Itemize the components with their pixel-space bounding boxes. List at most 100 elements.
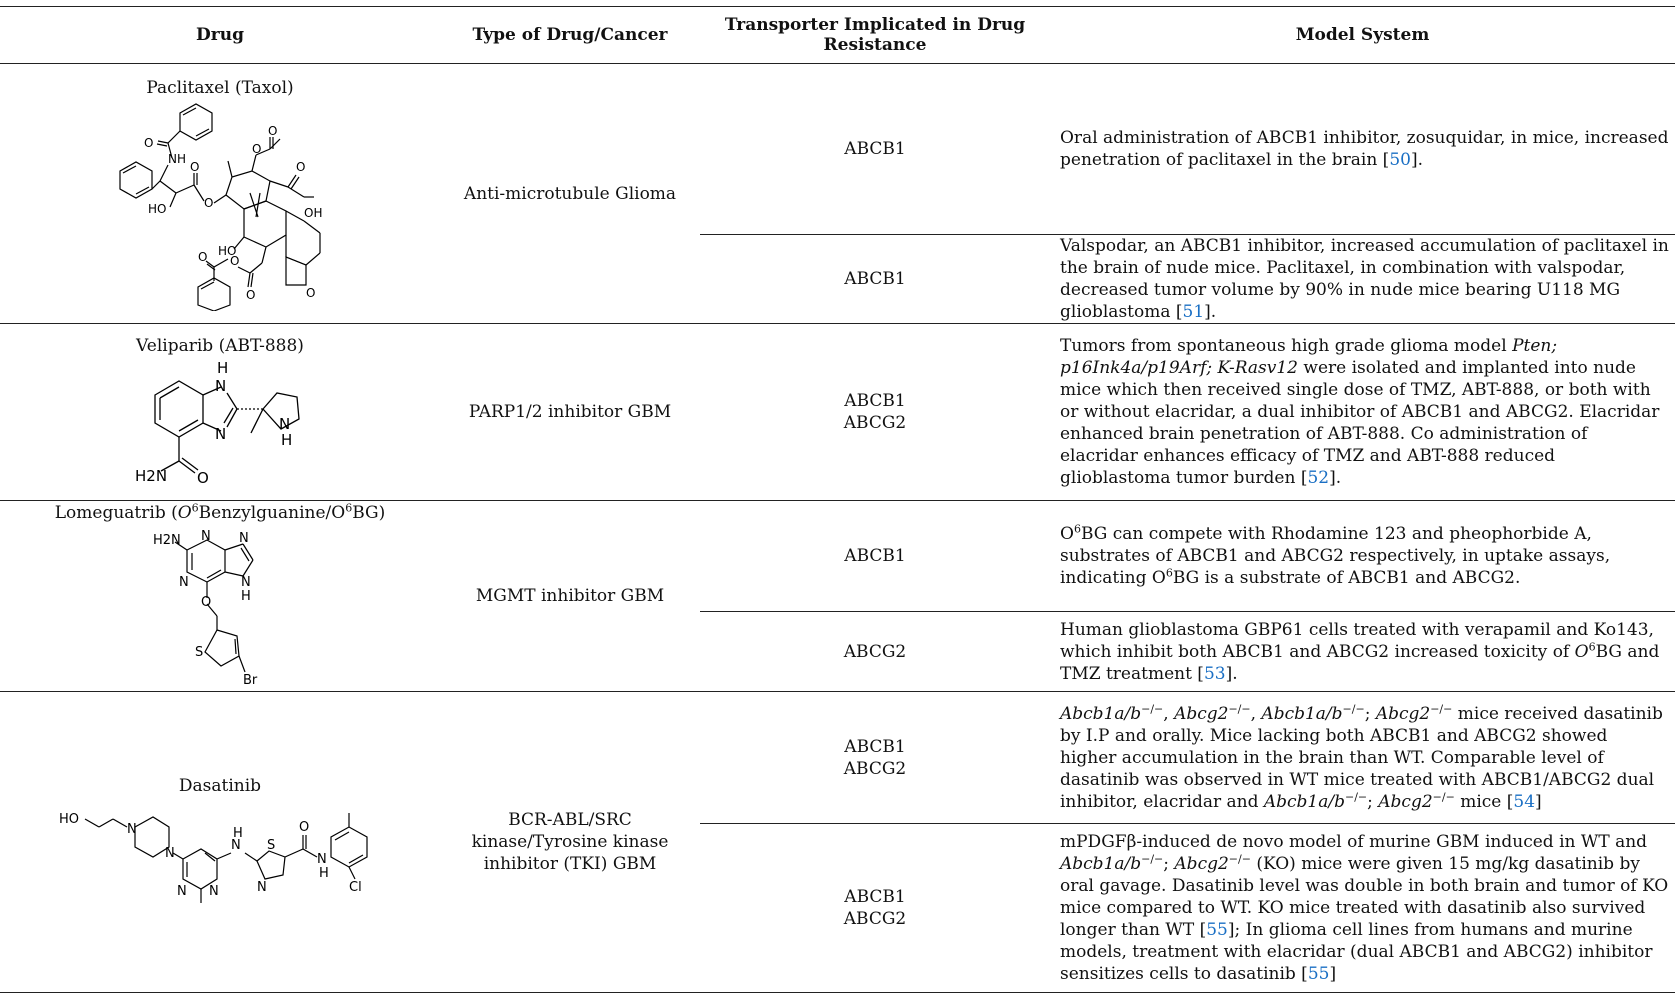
citation-link-50[interactable]: 50 [1389, 150, 1411, 170]
transporter-abcg2: ABCG2 [843, 758, 907, 779]
atom-ho-2: HO [218, 244, 236, 258]
atom-o-9: O [198, 250, 207, 264]
model-text: ; [1367, 791, 1379, 812]
gene-sup: −/− [1228, 701, 1251, 715]
atom-o: O [201, 595, 211, 610]
atom-oh: OH [304, 206, 322, 220]
atom-n: N [127, 822, 137, 837]
gene-sup: −/− [1344, 789, 1368, 803]
transporter-cell-dasatinib-1: ABCB1 ABCG2 [700, 691, 1050, 824]
atom-o-7: O [230, 254, 239, 268]
atom-n-3: N [279, 415, 290, 433]
drug-name-part: BG) [352, 502, 386, 523]
atom-n: N [201, 529, 211, 544]
model-cell-lomeguatrib-1: O6BG can compete with Rhodamine 123 and … [1050, 500, 1675, 612]
atom-n-4: N [241, 575, 251, 590]
model-text: BG can compete with Rhodamine 123 and ph… [1060, 524, 1611, 588]
drug-name-part: Benzylguanine/O [198, 502, 346, 523]
type-cell-veliparib: PARP1/2 inhibitor GBM [440, 323, 700, 501]
model-text: ; [1163, 854, 1175, 874]
model-cell-dasatinib-1: Abcb1a/b−/−, Abcg2−/−, Abcb1a/b−/−; Abcg… [1050, 691, 1675, 824]
transporter-cell-lomeguatrib-2: ABCG2 [700, 611, 1050, 692]
model-text-italic: Pten; p16Ink4a/p19Arf; K-Rasv12 [1060, 336, 1558, 378]
model-text-end: ]. [1410, 150, 1423, 170]
citation-link-55-b[interactable]: 55 [1307, 964, 1330, 984]
transporter-cell-veliparib: ABCB1 ABCG2 [700, 323, 1050, 501]
drug-name-paclitaxel: Paclitaxel (Taxol) [146, 77, 294, 98]
type-cell-paclitaxel: Anti-microtubule Glioma [440, 63, 700, 324]
transporter-abcb1: ABCB1 [844, 391, 906, 411]
atom-n-4: N [209, 884, 219, 899]
drug-cell-lomeguatrib: Lomeguatrib (O6Benzylguanine/O6BG) [0, 500, 440, 692]
model-text: mice received dasatinib by I.P and orall… [1060, 703, 1663, 812]
atom-nh: H [281, 431, 292, 449]
drug-name-italic: O [177, 502, 192, 523]
model-text-end: ]. [1204, 302, 1217, 322]
citation-link-54[interactable]: 54 [1513, 791, 1536, 812]
atom-n-3: N [239, 531, 249, 546]
atom-o-6: O [296, 160, 305, 174]
drug-table: Drug Type of Drug/Cancer Transporter Imp… [0, 6, 1675, 993]
atom-o-5: O [268, 124, 277, 138]
citation-link-55[interactable]: 55 [1206, 920, 1228, 940]
atom-o: O [197, 469, 209, 487]
atom-o-8: O [246, 288, 255, 302]
model-text: Oral administration of ABCB1 inhibitor, … [1060, 128, 1669, 170]
citation-link-51[interactable]: 51 [1182, 302, 1205, 322]
table-row-dasatinib-2: ABCB1 ABCG2 mPDGFβ-induced de novo model… [0, 823, 1675, 993]
model-text-end: ] [1535, 791, 1542, 812]
gene-italic: Abcb1a/b [1060, 703, 1142, 724]
model-text: BG and TMZ treatment [ [1060, 641, 1660, 684]
atom-h2n: H2N [153, 533, 181, 548]
atom-ho: HO [59, 812, 79, 827]
model-text-end: ] [1329, 964, 1337, 984]
gene-sup: −/− [1430, 701, 1453, 715]
model-text: Tumors from spontaneous high grade gliom… [1060, 336, 1513, 356]
atom-o: O [144, 136, 153, 150]
transporter-cell-dasatinib-2: ABCB1 ABCG2 [700, 823, 1050, 993]
atom-n-3: N [177, 884, 187, 899]
model-cell-lomeguatrib-2: Human glioblastoma GBP61 cells treated w… [1050, 611, 1675, 692]
model-italic: O [1574, 641, 1589, 662]
model-text: ; [1364, 703, 1376, 724]
atom-o-3: O [204, 196, 213, 210]
model-text-mid: were isolated and implanted into nude mi… [1060, 358, 1660, 488]
citation-link-53[interactable]: 53 [1203, 663, 1226, 684]
type-cell-lomeguatrib: MGMT inhibitor GBM [440, 500, 700, 692]
model-text: , [1250, 703, 1262, 724]
header-type: Type of Drug/Cancer [440, 6, 700, 64]
atom-h: H [241, 589, 251, 604]
gene-italic: Abcg2 [1174, 854, 1229, 874]
model-text: Human glioblastoma GBP61 cells treated w… [1060, 619, 1654, 662]
veliparib-structure: H N N N H H2N O [135, 359, 300, 487]
table-row-lomeguatrib-2: ABCG2 Human glioblastoma GBP61 cells tre… [0, 611, 1675, 692]
type-line: BCR-ABL/SRC [508, 810, 632, 830]
atom-ho: HO [148, 202, 166, 216]
dasatinib-structure: HO N N N N N H S N O N H Cl [59, 812, 368, 903]
atom-br: Br [243, 673, 258, 688]
atom-n-2: N [215, 425, 226, 443]
header-transporter: Transporter Implicated in Drug Resistanc… [700, 6, 1050, 64]
atom-o-10: O [306, 286, 315, 300]
model-text-end: ]. [1225, 663, 1238, 684]
gene-sup: −/− [1141, 852, 1164, 866]
table-row-lomeguatrib-1: Lomeguatrib (O6Benzylguanine/O6BG) [0, 500, 1675, 692]
atom-n: N [215, 377, 226, 395]
citation-link-52[interactable]: 52 [1307, 468, 1330, 488]
model-text: ]; In glioma cell lines from humans and … [1060, 920, 1653, 984]
atom-n-2: N [165, 846, 175, 861]
atom-n-6: N [257, 880, 267, 895]
model-cell-paclitaxel-2: Valspodar, an ABCB1 inhibitor, increased… [1050, 234, 1675, 324]
transporter-abcg2: ABCG2 [843, 909, 907, 929]
atom-h: H [233, 826, 243, 841]
atom-n-7: N [317, 852, 327, 867]
drug-name-sup: 6 [345, 500, 353, 514]
atom-s: S [195, 645, 203, 660]
header-model: Model System [1050, 6, 1675, 64]
drug-cell-veliparib: Veliparib (ABT-888) [0, 323, 440, 501]
table-row-paclitaxel-2: ABCB1 Valspodar, an ABCB1 inhibitor, inc… [0, 234, 1675, 324]
atom-n-5: N [231, 838, 241, 853]
model-cell-paclitaxel-1: Oral administration of ABCB1 inhibitor, … [1050, 63, 1675, 235]
drug-name-veliparib: Veliparib (ABT-888) [136, 336, 304, 356]
